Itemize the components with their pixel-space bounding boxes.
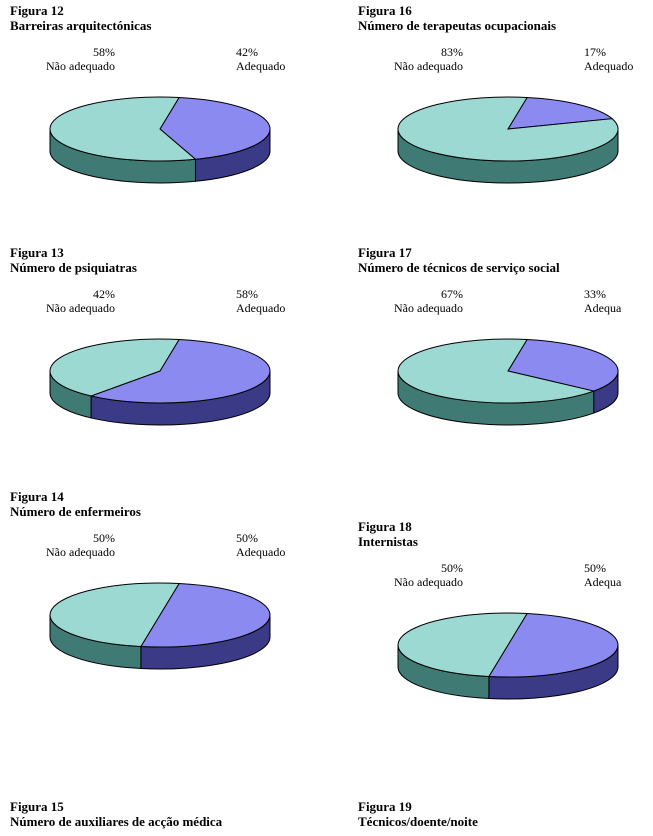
label-text: Adequado <box>584 60 653 74</box>
fig15-title: Figura 15Número de auxiliares de acção m… <box>10 800 310 830</box>
fig14-title-line: Figura 14 <box>10 490 310 505</box>
fig14-pie-holder <box>10 560 310 710</box>
fig12-title: Figura 12Barreiras arquitectónicas <box>10 4 310 34</box>
fig16-pie <box>358 74 653 224</box>
fig18-chart: 50%Não adequado50%Adequa <box>358 560 653 710</box>
fig18-pie <box>358 590 653 740</box>
fig13-label-nao-adequado: 42%Não adequado <box>20 288 115 316</box>
percent-value: 50% <box>236 532 316 546</box>
fig12-label-nao-adequado: 58%Não adequado <box>20 46 115 74</box>
percent-value: 42% <box>236 46 316 60</box>
percent-value: 33% <box>584 288 653 302</box>
fig14-block: Figura 14Número de enfermeiros 50%Não ade… <box>10 490 310 680</box>
label-text: Adequa <box>584 302 653 316</box>
fig12-block: Figura 12Barreiras arquitectónicas 58%Não… <box>10 4 310 194</box>
fig18-pie-holder <box>358 590 653 740</box>
fig18-title-line: Figura 18 <box>358 520 653 535</box>
fig17-title: Figura 17Número de técnicos de serviço s… <box>358 246 653 276</box>
fig14-chart: 50%Não adequado50%Adequado <box>10 530 310 680</box>
percent-value: 17% <box>584 46 653 60</box>
label-text: Não adequado <box>20 60 115 74</box>
fig18-label-adequado: 50%Adequa <box>584 562 653 590</box>
fig14-label-adequado: 50%Adequado <box>236 532 316 560</box>
fig13-title-line: Número de psiquiatras <box>10 261 310 276</box>
fig17-label-nao-adequado: 67%Não adequado <box>368 288 463 316</box>
label-text: Não adequado <box>20 546 115 560</box>
fig17-title-line: Figura 17 <box>358 246 653 261</box>
fig16-label-nao-adequado: 83%Não adequado <box>368 46 463 74</box>
fig12-pie <box>10 74 310 224</box>
percent-value: 67% <box>368 288 463 302</box>
percent-value: 58% <box>236 288 316 302</box>
fig17-chart: 67%Não adequado 33%Adequa <box>358 286 653 436</box>
fig13-title-line: Figura 13 <box>10 246 310 261</box>
fig16-title-line: Número de terapeutas ocupacionais <box>358 19 653 34</box>
fig17-label-adequado: 33%Adequa <box>584 288 653 316</box>
fig16-label-adequado: 17%Adequado <box>584 46 653 74</box>
label-text: Adequado <box>236 546 316 560</box>
fig14-title-line: Número de enfermeiros <box>10 505 310 520</box>
fig19-title-line: Figura 19 <box>358 800 653 815</box>
fig15-title-line: Número de auxiliares de acção médica <box>10 815 310 830</box>
fig17-block: Figura 17Número de técnicos de serviço s… <box>358 246 653 436</box>
fig17-title-line: Número de técnicos de serviço social <box>358 261 653 276</box>
label-text: Não adequado <box>20 302 115 316</box>
fig19-block: Figura 19Técnicos/doente/noite <box>358 800 653 830</box>
percent-value: 83% <box>368 46 463 60</box>
fig12-title-line: Figura 12 <box>10 4 310 19</box>
percent-value: 50% <box>368 562 463 576</box>
fig19-title-line: Técnicos/doente/noite <box>358 815 653 830</box>
percent-value: 58% <box>20 46 115 60</box>
fig12-title-line: Barreiras arquitectónicas <box>10 19 310 34</box>
fig16-title-line: Figura 16 <box>358 4 653 19</box>
fig19-title: Figura 19Técnicos/doente/noite <box>358 800 653 830</box>
fig14-label-nao-adequado: 50%Não adequado <box>20 532 115 560</box>
fig13-pie-holder <box>10 316 310 466</box>
fig13-title: Figura 13Número de psiquiatras <box>10 246 310 276</box>
fig13-block: Figura 13Número de psiquiatras 42%Não ade… <box>10 246 310 436</box>
fig12-chart: 58%Não adequado42%Adequado <box>10 44 310 194</box>
fig14-pie <box>10 560 310 710</box>
fig14-title: Figura 14Número de enfermeiros <box>10 490 310 520</box>
fig16-title: Figura 16Número de terapeutas ocupaciona… <box>358 4 653 34</box>
fig16-block: Figura 16Número de terapeutas ocupaciona… <box>358 4 653 194</box>
fig17-pie <box>358 316 653 466</box>
fig12-pie-holder <box>10 74 310 224</box>
fig16-pie-holder <box>358 74 653 224</box>
fig17-pie-holder <box>358 316 653 466</box>
label-text: Não adequado <box>368 302 463 316</box>
label-text: Não adequado <box>368 60 463 74</box>
fig18-label-nao-adequado: 50%Não adequado <box>368 562 463 590</box>
fig16-chart: 83%Não adequado 17%Adequado <box>358 44 653 194</box>
percent-value: 50% <box>584 562 653 576</box>
fig18-title-line: Internistas <box>358 535 653 550</box>
fig15-title-line: Figura 15 <box>10 800 310 815</box>
fig13-label-adequado: 58%Adequado <box>236 288 316 316</box>
fig18-title: Figura 18Internistas <box>358 520 653 550</box>
fig13-pie <box>10 316 310 466</box>
fig18-block: Figura 18Internistas50%Não adequado50%Ad… <box>358 520 653 710</box>
fig12-label-adequado: 42%Adequado <box>236 46 316 74</box>
fig13-chart: 42%Não adequado58%Adequado <box>10 286 310 436</box>
percent-value: 50% <box>20 532 115 546</box>
label-text: Adequa <box>584 576 653 590</box>
fig15-block: Figura 15Número de auxiliares de acção m… <box>10 800 310 830</box>
label-text: Não adequado <box>368 576 463 590</box>
percent-value: 42% <box>20 288 115 302</box>
label-text: Adequado <box>236 302 316 316</box>
label-text: Adequado <box>236 60 316 74</box>
